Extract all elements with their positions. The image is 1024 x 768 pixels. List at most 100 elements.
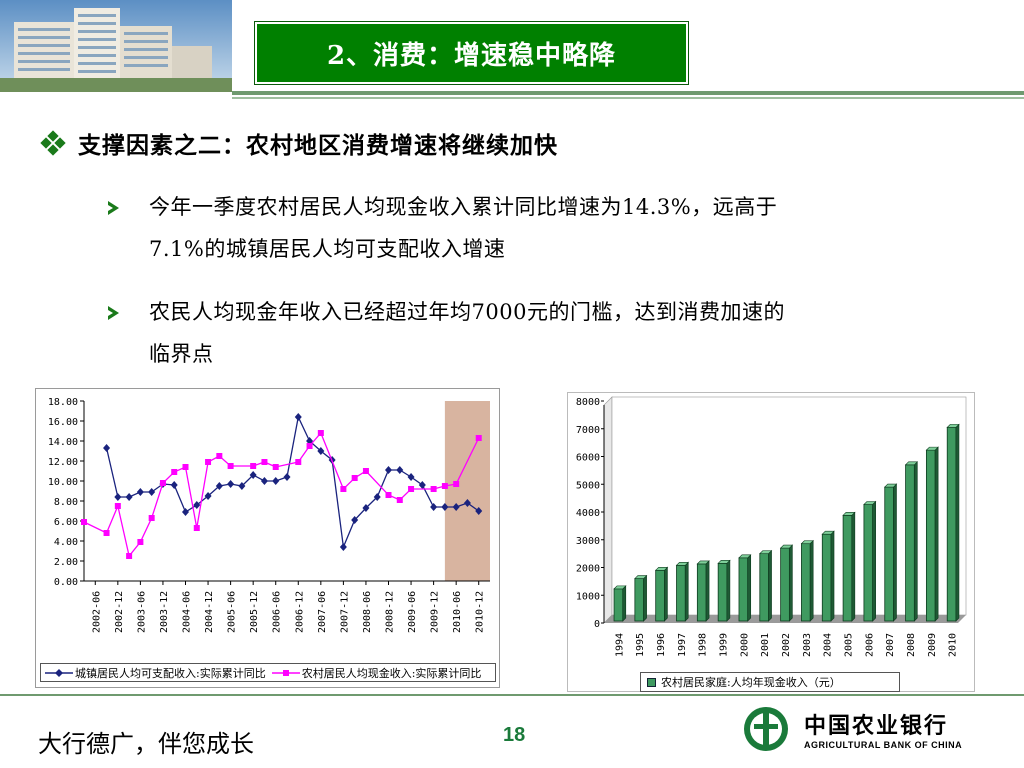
income-bar-side (664, 566, 668, 622)
sub-bullet-1-line2: 7.1%的城镇居民人均可支配收入增速 (149, 237, 506, 261)
rural-data-point (159, 480, 166, 486)
income-bar-side (914, 461, 918, 622)
y-tick-label: 6.00 (54, 517, 78, 528)
forecast-shading (444, 401, 490, 581)
urban-data-point (227, 480, 235, 488)
urban-data-point (170, 481, 178, 489)
x-tick-label: 2002-06 (91, 591, 102, 633)
x-tick-label: 2006-12 (294, 591, 305, 633)
x-tick-label: 1999 (719, 633, 730, 657)
urban-data-point (339, 543, 347, 551)
x-tick-label: 2009-12 (430, 591, 441, 633)
main-bullet-text: 支撑因素之二：农村地区消费增速将继续加快 (78, 132, 558, 159)
rural-data-point (103, 530, 110, 536)
income-bar-top (717, 560, 731, 564)
income-bar (925, 449, 936, 622)
back-wall-side (603, 396, 613, 624)
legend-urban-label: 城镇居民人均可支配收入:实际累计同比 (75, 666, 266, 680)
urban-data-point (441, 503, 449, 511)
y-tick-label: 12.00 (48, 457, 78, 468)
rural-data-point (385, 492, 392, 498)
rural-data-point (340, 486, 347, 492)
x-tick-label: 2000 (739, 633, 750, 657)
income-bar (801, 543, 811, 622)
income-bar (655, 569, 665, 622)
rural-income-line (83, 431, 480, 558)
rural-data-point (114, 503, 121, 509)
rural-data-point (306, 443, 313, 449)
income-bar (634, 578, 645, 622)
y-tick-label: 4000 (576, 508, 600, 519)
x-tick-label: 2008-12 (385, 591, 396, 633)
x-tick-label: 2005 (843, 633, 854, 657)
bar-chart-legend: 农村居民家庭:人均年现金收入（元） (640, 672, 900, 692)
income-bar (696, 563, 707, 622)
income-bar-top (613, 585, 627, 590)
y-tick-label: 18.00 (48, 397, 78, 408)
urban-data-point (475, 507, 483, 515)
income-bar (738, 557, 749, 622)
income-bar-top (654, 566, 669, 571)
urban-data-point (249, 471, 257, 479)
income-bar (905, 464, 915, 622)
page-title-box: 2、消费：增速稳中略降 (254, 21, 689, 85)
rural-data-point (171, 469, 178, 475)
urban-data-point (136, 488, 144, 496)
rural-data-point (227, 463, 234, 469)
y-tick-label: 5000 (576, 480, 600, 491)
urban-data-point (430, 503, 438, 511)
header-rule-thin (232, 97, 1024, 99)
y-tick-label: 4.00 (54, 537, 78, 548)
income-bar-side (809, 539, 814, 622)
rural-data-point (81, 519, 87, 525)
income-bar-side (830, 530, 835, 622)
income-bar-top (696, 560, 710, 565)
footer-rule (0, 694, 1024, 696)
income-bar-side (768, 549, 772, 622)
income-bar-top (800, 540, 814, 544)
y-tick-label: 7000 (576, 425, 600, 436)
page-title: 2、消费：增速稳中略降 (326, 40, 617, 71)
y-tick-label: 1000 (576, 591, 600, 602)
income-bar-side (955, 423, 960, 622)
income-bar-side (851, 511, 856, 622)
legend-rural-marker (271, 669, 300, 676)
x-tick-label: 1994 (614, 633, 625, 657)
x-tick-label: 2007-06 (317, 591, 328, 633)
income-bar-top (779, 544, 794, 549)
income-bar-top (759, 550, 773, 554)
income-bar-side (705, 560, 710, 622)
x-tick-label: 2009 (927, 633, 938, 657)
rural-data-point (261, 459, 268, 465)
urban-data-point (204, 492, 212, 500)
income-bar-top (884, 483, 898, 488)
x-tick-label: 2009-06 (407, 591, 418, 633)
page-number: 18 (503, 724, 526, 746)
income-bar (842, 514, 853, 622)
x-tick-label: 2004 (823, 633, 834, 657)
rural-data-point (182, 464, 189, 470)
y-tick-label: 10.00 (48, 477, 78, 488)
rural-data-point (408, 486, 415, 492)
y-tick-label: 14.00 (48, 437, 78, 448)
rural-data-point (317, 430, 324, 436)
x-tick-label: 2010 (948, 633, 959, 657)
income-bar-side (893, 483, 897, 622)
bar-chart-panel: 0 1000 2000 3000 4000 5000 6000 7000 8000 1994 199… (567, 392, 975, 692)
income-bar-top (904, 461, 919, 466)
x-tick-label: 2007-12 (339, 591, 350, 633)
abc-logo: 中国农业银行 AGRICULTURAL BANK OF CHINA (740, 700, 1002, 758)
x-tick-label: 2010-12 (475, 591, 486, 633)
income-bar-top (738, 554, 752, 559)
x-tick-label: 2004-12 (204, 591, 215, 633)
sub-bullet-2: 农民人均现金年收入已经超过年均7000元的门槛，达到消费加速的 临界点 (149, 291, 785, 375)
income-bar-side (622, 585, 627, 622)
income-bar (717, 562, 728, 622)
income-bar (613, 588, 624, 622)
x-tick-label: 2003 (802, 633, 813, 657)
x-tick-label: 2008-06 (362, 591, 373, 633)
rural-data-point (430, 486, 437, 492)
income-bar-side (747, 554, 752, 622)
rural-data-point (362, 468, 369, 474)
urban-data-point (125, 493, 133, 501)
